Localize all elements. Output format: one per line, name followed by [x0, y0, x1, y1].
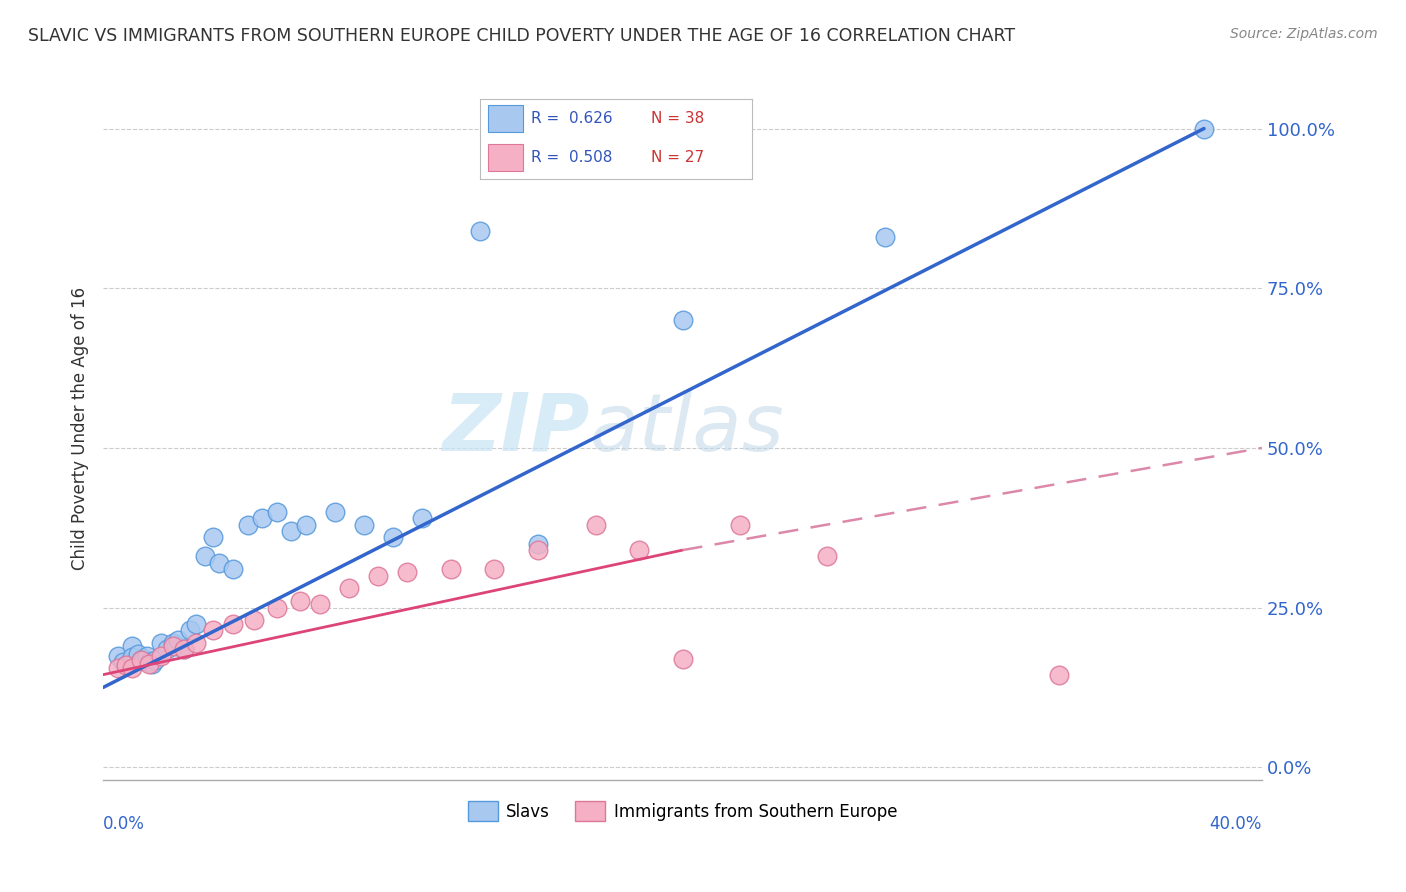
Legend: Slavs, Immigrants from Southern Europe: Slavs, Immigrants from Southern Europe — [461, 794, 904, 828]
Point — [193, 549, 215, 564]
Point — [236, 517, 259, 532]
Point — [484, 562, 506, 576]
Point — [396, 566, 419, 580]
Point — [167, 632, 190, 647]
Point — [266, 505, 288, 519]
Point — [266, 600, 288, 615]
Point — [165, 639, 187, 653]
Point — [411, 511, 433, 525]
Point — [184, 616, 207, 631]
Point — [1047, 667, 1070, 681]
Point — [115, 658, 138, 673]
Point — [132, 651, 155, 665]
Point — [468, 224, 491, 238]
Point — [184, 636, 207, 650]
Point — [162, 636, 184, 650]
Point — [162, 639, 184, 653]
Point — [309, 598, 332, 612]
Point — [222, 562, 245, 576]
Point — [202, 623, 225, 637]
Point — [112, 655, 135, 669]
Point — [323, 505, 346, 519]
Point — [1192, 121, 1215, 136]
Point — [115, 658, 138, 673]
Point — [381, 530, 404, 544]
Point — [156, 642, 179, 657]
Point — [150, 648, 173, 663]
Point — [815, 549, 838, 564]
Point — [143, 653, 166, 667]
Point — [222, 616, 245, 631]
Point — [367, 568, 389, 582]
Text: atlas: atlas — [589, 390, 785, 467]
Text: SLAVIC VS IMMIGRANTS FROM SOUTHERN EUROPE CHILD POVERTY UNDER THE AGE OF 16 CORR: SLAVIC VS IMMIGRANTS FROM SOUTHERN EUROP… — [28, 27, 1015, 45]
Point — [173, 642, 195, 657]
Point — [173, 642, 195, 657]
Point — [280, 524, 302, 538]
Point — [353, 517, 375, 532]
Text: 40.0%: 40.0% — [1209, 815, 1263, 833]
Point — [138, 657, 160, 671]
Point — [135, 648, 157, 663]
Point — [730, 517, 752, 532]
Point — [107, 661, 129, 675]
Point — [150, 636, 173, 650]
Point — [252, 511, 274, 525]
Point — [671, 651, 693, 665]
Point — [141, 657, 163, 671]
Point — [526, 543, 548, 558]
Point — [202, 530, 225, 544]
Point — [138, 655, 160, 669]
Text: ZIP: ZIP — [443, 390, 589, 467]
Point — [295, 517, 318, 532]
Point — [526, 537, 548, 551]
Point — [179, 623, 201, 637]
Y-axis label: Child Poverty Under the Age of 16: Child Poverty Under the Age of 16 — [72, 287, 89, 570]
Point — [875, 230, 897, 244]
Point — [440, 562, 463, 576]
Point — [585, 517, 607, 532]
Point — [337, 582, 360, 596]
Point — [208, 556, 231, 570]
Point — [242, 613, 264, 627]
Point — [127, 647, 149, 661]
Point — [671, 313, 693, 327]
Point — [628, 543, 651, 558]
Point — [129, 653, 152, 667]
Point — [129, 653, 152, 667]
Point — [107, 648, 129, 663]
Point — [121, 650, 143, 665]
Point — [121, 661, 143, 675]
Point — [121, 639, 143, 653]
Text: 0.0%: 0.0% — [103, 815, 145, 833]
Text: Source: ZipAtlas.com: Source: ZipAtlas.com — [1230, 27, 1378, 41]
Point — [288, 594, 311, 608]
